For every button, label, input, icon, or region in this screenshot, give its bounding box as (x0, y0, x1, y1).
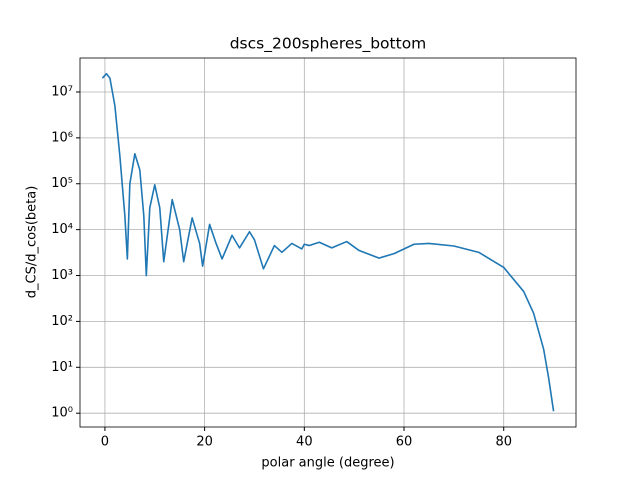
x-axis-label: polar angle (degree) (261, 456, 394, 471)
x-tick-label: 0 (101, 435, 109, 450)
y-tick-label: 10⁴ (51, 222, 73, 237)
chart-title: dscs_200spheres_bottom (230, 35, 427, 54)
y-axis-label: d_CS/d_cos(beta) (25, 186, 40, 299)
plot-frame (79, 57, 577, 428)
x-tick-label: 20 (196, 435, 213, 450)
y-tick-label: 10² (51, 314, 73, 329)
y-tick-label: 10⁷ (51, 84, 73, 99)
y-tick-label: 10¹ (51, 360, 73, 375)
data-line (101, 72, 555, 412)
y-tick-label: 10³ (51, 268, 73, 283)
x-tick-label: 60 (396, 435, 413, 450)
y-tick-label: 10⁶ (51, 130, 73, 145)
y-tick-label: 10⁵ (51, 176, 73, 191)
x-tick-label: 40 (296, 435, 313, 450)
x-tick-label: 80 (495, 435, 512, 450)
y-tick-label: 10⁰ (51, 406, 73, 421)
